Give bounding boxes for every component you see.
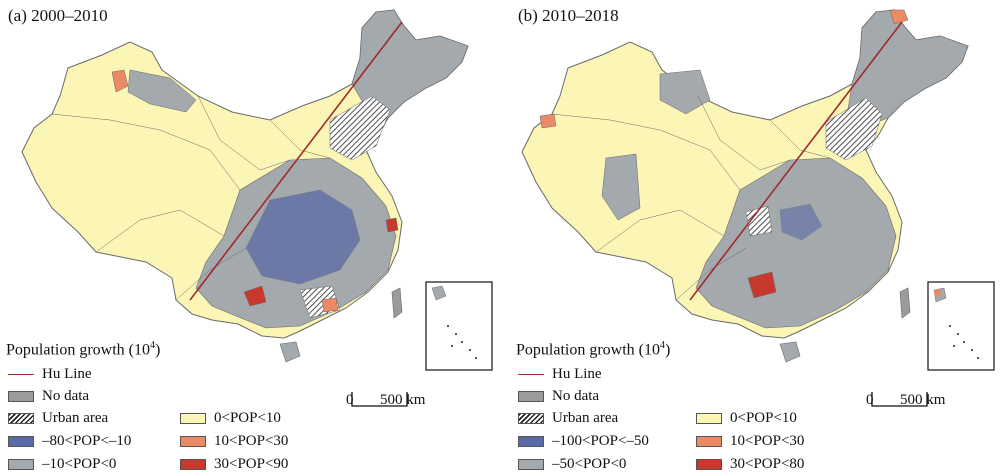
class-5-swatch	[696, 459, 722, 470]
region-northeast	[351, 9, 469, 123]
class-3-swatch	[180, 413, 206, 424]
legend-class-3: 0<POP<10	[696, 410, 797, 427]
class-4-swatch	[180, 436, 206, 447]
legend-hu-line: Hu Line	[8, 366, 92, 383]
hu-line-swatch	[518, 374, 544, 375]
legend-urban: Urban area	[8, 410, 108, 427]
no-data-swatch	[8, 391, 34, 402]
growth-spot-shanghai	[385, 217, 399, 233]
hainan-island	[779, 341, 801, 363]
region-xinjiang-grey	[127, 69, 197, 113]
scale-zero-label: 0	[866, 392, 874, 408]
hainan-island	[279, 341, 301, 363]
region-neimenggu-grey	[659, 69, 711, 115]
internal-boundaries	[51, 95, 331, 301]
class-2-swatch	[8, 459, 34, 470]
legend-no-data: No data	[518, 388, 599, 405]
legend-no-data: No data	[8, 388, 89, 405]
legend-class-3: 0<POP<10	[180, 410, 281, 427]
class-2-swatch	[518, 459, 544, 470]
legend-class-2: –50<POP<0	[518, 456, 626, 473]
legend-class-4: 10<POP<30	[180, 433, 288, 450]
scale-bar	[871, 392, 928, 407]
panel-title: (a) 2000–2010	[8, 6, 108, 25]
panel-title: (b) 2010–2018	[518, 6, 619, 25]
legend-class-5: 30<POP<90	[180, 456, 288, 473]
legend-title: Population growth (104)	[6, 340, 161, 359]
legend-title: Population growth (104)	[516, 340, 671, 359]
map-panel-2010-2018: (b) 2010–2018 Population growth (104) Hu…	[510, 0, 1000, 476]
internal-boundaries	[551, 95, 831, 301]
inset-islands	[933, 287, 979, 359]
growth-spot-sichuan	[747, 271, 777, 299]
region-urban-hatch	[825, 97, 883, 161]
legend-hu-line: Hu Line	[518, 366, 602, 383]
china-map-a	[21, 9, 493, 371]
no-data-swatch	[518, 391, 544, 402]
hu-line-b	[689, 21, 903, 301]
growth-spot-sichuan	[243, 285, 267, 307]
hu-line-swatch	[8, 374, 34, 375]
map-panel-2000-2010: (a) 2000–2010 Population growth (104) Hu…	[6, 6, 493, 473]
class-1-swatch	[8, 436, 34, 447]
urban-swatch	[518, 413, 544, 424]
scale-distance-label: 500 km	[900, 392, 946, 408]
legend-class-1: –80<POP<–10	[8, 433, 131, 450]
scale-zero-label: 0	[346, 392, 354, 408]
legend-class-1: –100<POP<–50	[518, 433, 649, 450]
class-5-swatch	[180, 459, 206, 470]
growth-spot-guangdong	[321, 297, 339, 313]
urban-swatch	[8, 413, 34, 424]
china-map-b	[521, 9, 995, 371]
class-1-swatch	[518, 436, 544, 447]
legend-class-2: –10<POP<0	[8, 456, 116, 473]
scale-bar	[351, 392, 408, 407]
growth-spot-heilongjiang	[889, 9, 909, 25]
taiwan-island	[899, 287, 911, 319]
region-blue-center	[245, 189, 361, 285]
class-3-swatch	[696, 413, 722, 424]
legend-class-5: 30<POP<80	[696, 456, 804, 473]
hu-line-a	[189, 21, 403, 301]
region-tibet-grey	[601, 153, 641, 221]
growth-spot-xinjiang	[111, 69, 129, 93]
class-4-swatch	[696, 436, 722, 447]
region-urban-hatch	[329, 95, 391, 161]
region-blue-center	[779, 203, 823, 241]
inset-islands	[431, 285, 477, 359]
legend-urban: Urban area	[518, 410, 618, 427]
region-northeast	[847, 9, 969, 127]
legend-class-4: 10<POP<30	[696, 433, 804, 450]
scale-distance-label: 500 km	[380, 392, 426, 408]
taiwan-island	[391, 287, 403, 319]
growth-spot-xinjiang	[539, 113, 557, 129]
